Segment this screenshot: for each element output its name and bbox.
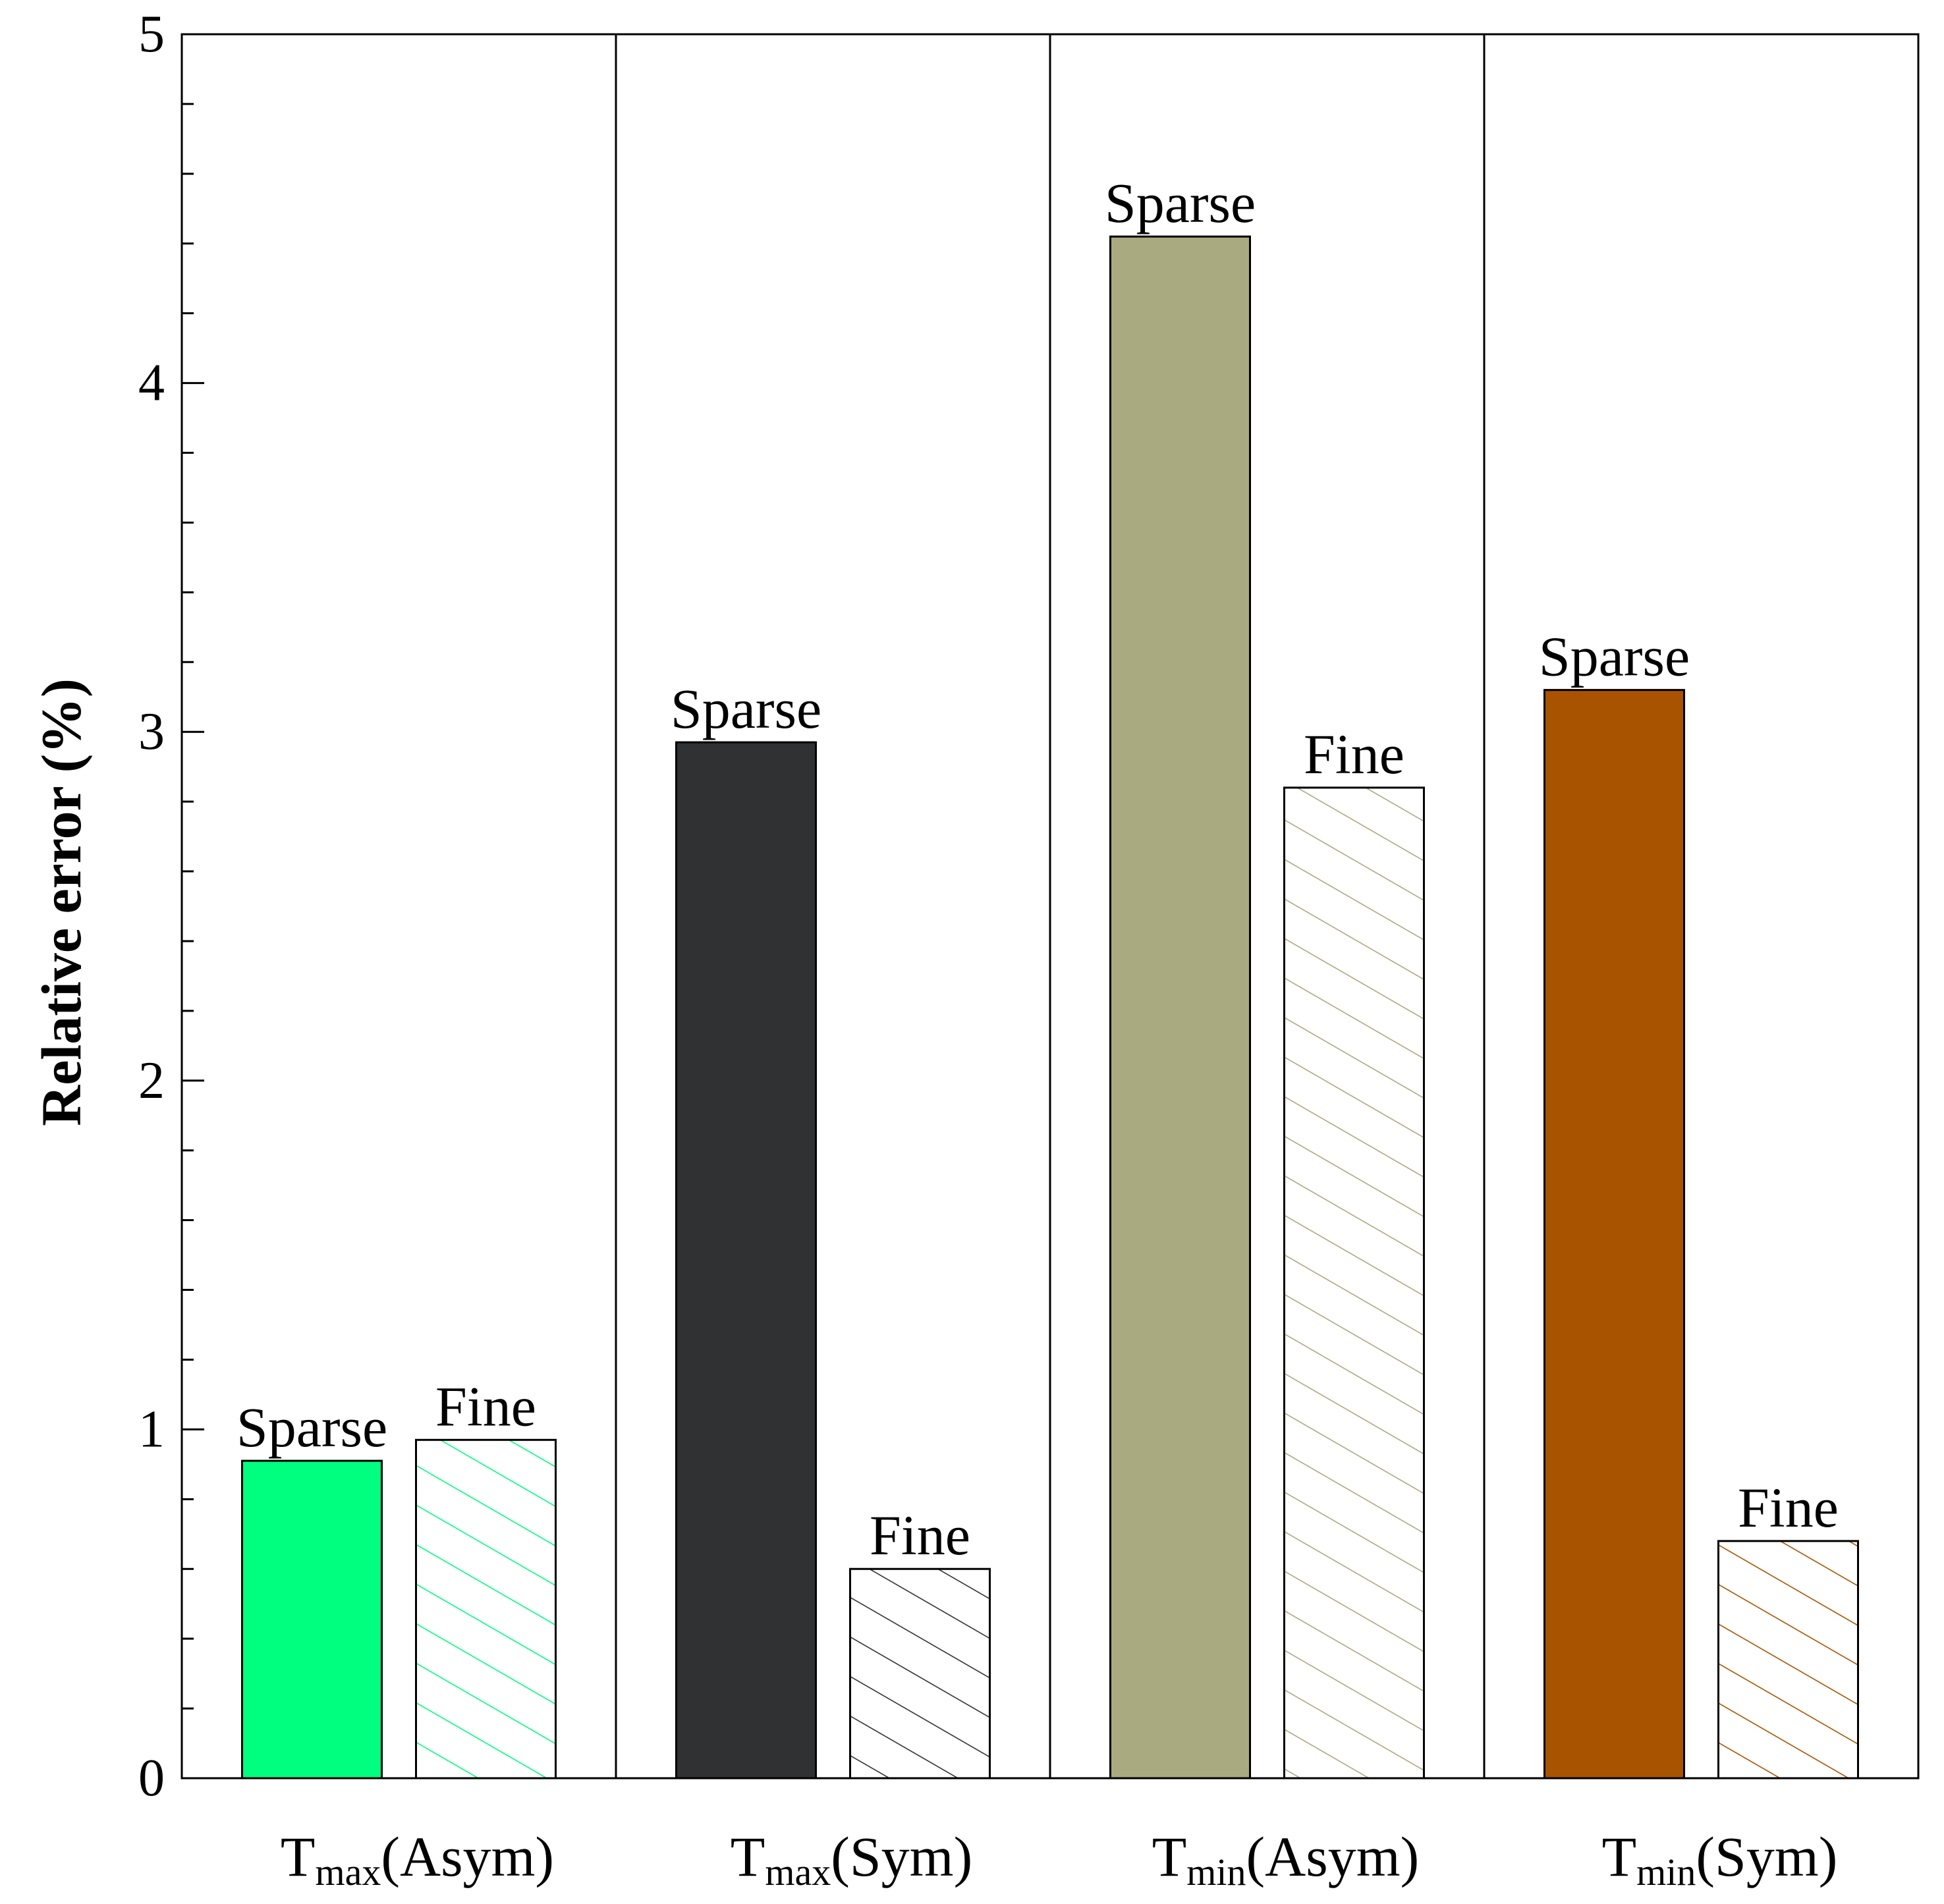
y-tick-label: 4	[138, 354, 165, 412]
bar-sparse	[1543, 689, 1685, 1780]
bar-sparse	[1109, 235, 1251, 1780]
bar-fine	[1283, 786, 1425, 1780]
y-tick-label: 2	[138, 1052, 165, 1110]
bar-fine	[1717, 1540, 1859, 1780]
bar-sparse	[241, 1459, 383, 1780]
y-tick-label: 0	[138, 1749, 165, 1807]
bar-label: Sparse	[1539, 625, 1690, 688]
y-tick-label: 1	[138, 1400, 165, 1458]
plot-area: 0 1 2 3 4 5 Sparse Fine Tmax(Asym) Sparse Fine Tmax…	[138, 5, 1920, 1893]
bar-label: Fine	[870, 1504, 970, 1567]
x-category-label: Tmin(Asym)	[1152, 1825, 1420, 1893]
bar-label: Fine	[1304, 722, 1404, 786]
bar-label: Fine	[1738, 1476, 1839, 1539]
y-tick-label: 3	[138, 703, 165, 761]
bar-label: Fine	[435, 1374, 536, 1438]
bar-fine	[849, 1567, 991, 1780]
x-category-label: Tmin(Sym)	[1602, 1825, 1838, 1893]
bar-label: Sparse	[1105, 171, 1256, 234]
bar-sparse	[675, 741, 817, 1780]
x-category-label: Tmax(Asym)	[281, 1825, 554, 1893]
bar-label: Sparse	[671, 677, 821, 740]
x-category-label: Tmax(Sym)	[731, 1825, 972, 1893]
bar-fine	[415, 1438, 557, 1780]
y-tick-label: 5	[138, 5, 165, 63]
y-axis-label: Relative error (%)	[30, 678, 93, 1126]
bar-label: Sparse	[236, 1396, 387, 1459]
